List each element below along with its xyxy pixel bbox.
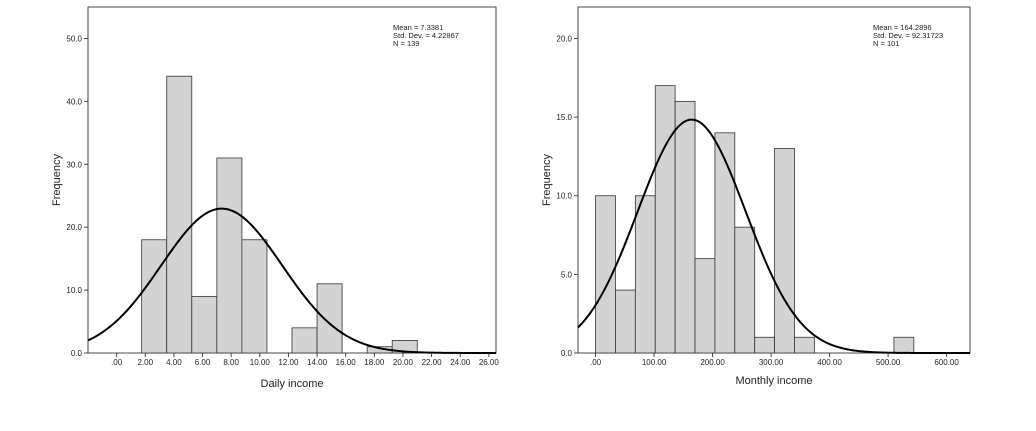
histogram-bar xyxy=(634,195,656,354)
x-tick-label: 18.00 xyxy=(364,358,385,367)
x-axis-title: Monthly income xyxy=(735,375,812,387)
histogram-bar xyxy=(714,132,736,354)
y-tick-label: 20.0 xyxy=(556,34,572,43)
y-axis-title: Frequency xyxy=(541,154,553,206)
stats-line: Std. Dev. = 92.31723 xyxy=(873,31,943,40)
x-tick-label: 4.00 xyxy=(166,358,182,367)
stats-line: Mean = 7.3381 xyxy=(393,23,443,32)
y-tick-label: 40.0 xyxy=(66,97,82,106)
histogram-bar xyxy=(391,340,418,354)
histogram-bar xyxy=(734,226,756,354)
x-tick-label: 600.00 xyxy=(934,358,959,367)
y-tick-label: 10.0 xyxy=(66,286,82,295)
x-tick-label: 26.00 xyxy=(479,358,500,367)
histogram-bar xyxy=(774,148,795,354)
histogram-chart-2: 0.0 5.0 10.0 15.0 20.0 .00 100.00 200.00 300.00 4… xyxy=(541,6,971,387)
y-tick-label: 10.0 xyxy=(556,192,572,201)
x-tick-label: 12.00 xyxy=(278,358,299,367)
y-axis-title: Frequency xyxy=(51,154,63,206)
x-tick-label: 14.00 xyxy=(307,358,328,367)
y-tick-label: 0.0 xyxy=(561,349,573,358)
y-tick-label: 0.0 xyxy=(71,349,83,358)
histogram-bar xyxy=(316,283,343,354)
x-tick-label: 22.00 xyxy=(422,358,443,367)
y-tick-label: 5.0 xyxy=(561,270,573,279)
x-tick-label: 300.00 xyxy=(759,358,784,367)
histogram-chart-1: 0.0 10.0 20.0 30.0 40.0 50.0 .00 2.00 4.00 6.00 8.… xyxy=(51,6,500,390)
x-tick-label: 20.00 xyxy=(393,358,414,367)
y-tick-label: 20.0 xyxy=(66,223,82,232)
x-tick-label: 24.00 xyxy=(450,358,471,367)
stats-line: N = 139 xyxy=(393,39,419,48)
stats-line: Std. Dev. = 4.22867 xyxy=(393,31,459,40)
histogram-bar xyxy=(754,336,775,354)
stats-line: Mean = 164.2896 xyxy=(873,23,932,32)
histogram-bar xyxy=(595,195,616,354)
histogram-bar xyxy=(654,85,676,354)
x-tick-label: 2.00 xyxy=(137,358,153,367)
histogram-bar xyxy=(141,239,168,354)
histogram-bar xyxy=(241,239,268,354)
y-tick-label: 50.0 xyxy=(66,34,82,43)
x-axis-title: Daily income xyxy=(261,378,324,390)
histogram-bar xyxy=(291,327,318,354)
normal-curve xyxy=(87,207,496,354)
histogram-bar xyxy=(615,289,636,354)
x-tick-label: 10.00 xyxy=(250,358,271,367)
x-tick-label: 100.00 xyxy=(642,358,667,367)
x-tick-label: 200.00 xyxy=(700,358,725,367)
histogram-bar xyxy=(191,295,218,354)
x-tick-label: 400.00 xyxy=(817,358,842,367)
histogram-bar xyxy=(893,336,915,354)
y-tick-label: 30.0 xyxy=(66,160,82,169)
y-tick-label: 15.0 xyxy=(556,113,572,122)
x-tick-label: 6.00 xyxy=(195,358,211,367)
x-tick-label: .00 xyxy=(590,358,602,367)
x-tick-label: .00 xyxy=(111,358,123,367)
normal-curve xyxy=(577,118,970,354)
histogram-bar xyxy=(674,100,696,354)
histogram-bar xyxy=(794,336,815,354)
x-tick-label: 500.00 xyxy=(876,358,901,367)
histogram-bar xyxy=(694,258,716,354)
histogram-bar xyxy=(166,75,193,354)
histogram-bar xyxy=(216,157,243,354)
x-tick-label: 16.00 xyxy=(336,358,357,367)
stats-line: N = 101 xyxy=(873,39,899,48)
x-tick-label: 8.00 xyxy=(223,358,239,367)
